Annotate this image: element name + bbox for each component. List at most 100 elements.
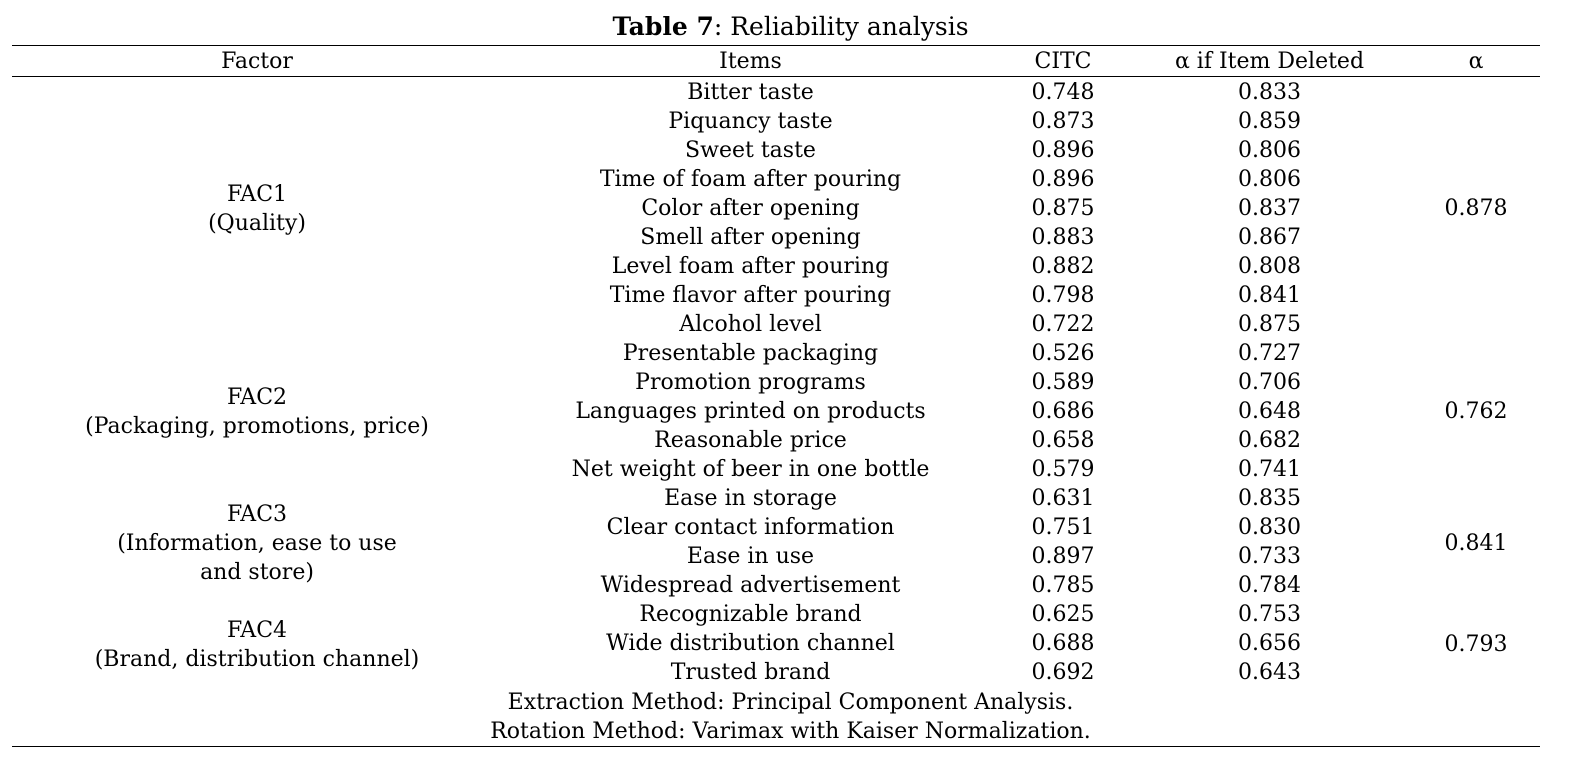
- alpha-fac4: 0.793: [1444, 632, 1508, 657]
- alpha-if-deleted-cell: 0.837: [1238, 196, 1301, 221]
- table-bottom-rule: [12, 746, 1540, 747]
- citc-cell: 0.875: [1031, 196, 1095, 221]
- factor-name: FAC4: [226, 618, 288, 643]
- item-cell: Widespread advertisement: [600, 573, 901, 598]
- item-cell: Wide distribution channel: [606, 631, 895, 656]
- header-factor: Factor: [221, 49, 293, 74]
- alpha-if-deleted-cell: 0.806: [1238, 138, 1301, 163]
- alpha-if-deleted-cell: 0.806: [1238, 167, 1301, 192]
- factor-name: FAC3: [226, 502, 288, 527]
- header-items: Items: [719, 49, 782, 74]
- alpha-if-deleted-cell: 0.727: [1238, 341, 1301, 366]
- table-row: Alcohol level 0.722 0.875: [0, 310, 1581, 339]
- item-cell: Smell after opening: [640, 225, 861, 250]
- alpha-if-deleted-cell: 0.656: [1238, 631, 1301, 656]
- item-cell: Clear contact information: [606, 515, 895, 540]
- alpha-if-deleted-cell: 0.867: [1238, 225, 1301, 250]
- citc-cell: 0.751: [1031, 515, 1095, 540]
- table-row: Languages printed on products 0.686 0.64…: [0, 397, 1581, 426]
- table-top-rule: [12, 45, 1540, 46]
- table-row: Sweet taste 0.896 0.806: [0, 136, 1581, 165]
- item-cell: Time of foam after pouring: [599, 167, 902, 192]
- alpha-if-deleted-cell: 0.648: [1238, 399, 1301, 424]
- citc-cell: 0.688: [1031, 631, 1095, 656]
- alpha-if-deleted-cell: 0.875: [1238, 312, 1301, 337]
- table-row: Recognizable brand 0.625 0.753: [0, 600, 1581, 629]
- citc-cell: 0.897: [1031, 544, 1095, 569]
- alpha-if-deleted-cell: 0.682: [1238, 428, 1301, 453]
- citc-cell: 0.873: [1031, 109, 1095, 134]
- item-cell: Presentable packaging: [622, 341, 879, 366]
- item-cell: Alcohol level: [679, 312, 822, 337]
- factor-description: and store): [200, 560, 314, 585]
- item-cell: Color after opening: [641, 196, 860, 221]
- item-cell: Trusted brand: [670, 660, 831, 685]
- table-row: Net weight of beer in one bottle 0.579 0…: [0, 455, 1581, 484]
- extraction-method-note: Extraction Method: Principal Component A…: [507, 690, 1074, 715]
- table-row: Reasonable price 0.658 0.682: [0, 426, 1581, 455]
- item-cell: Bitter taste: [687, 80, 814, 105]
- table-row: Color after opening 0.875 0.837: [0, 194, 1581, 223]
- table-row: Ease in storage 0.631 0.835: [0, 484, 1581, 513]
- table-row: Level foam after pouring 0.882 0.808: [0, 252, 1581, 281]
- citc-cell: 0.589: [1031, 370, 1095, 395]
- alpha-if-deleted-cell: 0.841: [1238, 283, 1301, 308]
- citc-cell: 0.896: [1031, 167, 1095, 192]
- alpha-if-deleted-cell: 0.808: [1238, 254, 1301, 279]
- citc-cell: 0.526: [1031, 341, 1095, 366]
- factor-fac3: FAC3 (Information, ease to use and store…: [12, 500, 502, 587]
- citc-cell: 0.748: [1031, 80, 1095, 105]
- item-cell: Promotion programs: [635, 370, 866, 395]
- header-citc: CITC: [1034, 49, 1092, 74]
- citc-cell: 0.896: [1031, 138, 1095, 163]
- alpha-if-deleted-cell: 0.784: [1238, 573, 1301, 598]
- citc-cell: 0.798: [1031, 283, 1095, 308]
- item-cell: Level foam after pouring: [611, 254, 890, 279]
- alpha-fac1: 0.878: [1444, 196, 1508, 221]
- table-caption-label: Table 7: [612, 12, 714, 41]
- citc-cell: 0.692: [1031, 660, 1095, 685]
- item-cell: Piquancy taste: [668, 109, 833, 134]
- citc-cell: 0.631: [1031, 486, 1095, 511]
- table-row: Piquancy taste 0.873 0.859: [0, 107, 1581, 136]
- citc-cell: 0.883: [1031, 225, 1095, 250]
- table-row: Bitter taste 0.748 0.833: [0, 78, 1581, 107]
- alpha-if-deleted-cell: 0.859: [1238, 109, 1301, 134]
- table-row: Smell after opening 0.883 0.867: [0, 223, 1581, 252]
- alpha-if-deleted-cell: 0.733: [1238, 544, 1301, 569]
- citc-cell: 0.625: [1031, 602, 1095, 627]
- table-row: Wide distribution channel 0.688 0.656: [0, 629, 1581, 658]
- item-cell: Ease in storage: [664, 486, 837, 511]
- table-notes: Extraction Method: Principal Component A…: [0, 688, 1581, 746]
- item-cell: Reasonable price: [654, 428, 847, 453]
- item-cell: Languages printed on products: [575, 399, 926, 424]
- item-cell: Recognizable brand: [639, 602, 862, 627]
- alpha-if-deleted-cell: 0.741: [1238, 457, 1301, 482]
- alpha-if-deleted-cell: 0.835: [1238, 486, 1301, 511]
- item-cell: Sweet taste: [685, 138, 816, 163]
- table-caption: Table 7: Reliability analysis: [0, 10, 1581, 44]
- factor-description: (Quality): [208, 211, 306, 236]
- factor-fac2: FAC2 (Packaging, promotions, price): [12, 383, 502, 441]
- citc-cell: 0.579: [1031, 457, 1095, 482]
- citc-cell: 0.686: [1031, 399, 1095, 424]
- citc-cell: 0.785: [1031, 573, 1095, 598]
- item-cell: Ease in use: [686, 544, 815, 569]
- citc-cell: 0.658: [1031, 428, 1095, 453]
- factor-fac4: FAC4 (Brand, distribution channel): [12, 616, 502, 674]
- alpha-fac3: 0.841: [1444, 531, 1508, 556]
- table-row: Promotion programs 0.589 0.706: [0, 368, 1581, 397]
- citc-cell: 0.722: [1031, 312, 1095, 337]
- item-cell: Net weight of beer in one bottle: [571, 457, 930, 482]
- factor-description: (Packaging, promotions, price): [85, 414, 429, 439]
- factor-description: (Brand, distribution channel): [94, 647, 420, 672]
- table-row: Time of foam after pouring 0.896 0.806: [0, 165, 1581, 194]
- table-header-rule: [12, 76, 1540, 77]
- alpha-if-deleted-cell: 0.833: [1238, 80, 1301, 105]
- alpha-if-deleted-cell: 0.830: [1238, 515, 1301, 540]
- rotation-method-note: Rotation Method: Varimax with Kaiser Nor…: [490, 719, 1091, 744]
- alpha-if-deleted-cell: 0.706: [1238, 370, 1301, 395]
- factor-fac1: FAC1 (Quality): [12, 180, 502, 238]
- table-row: Time flavor after pouring 0.798 0.841: [0, 281, 1581, 310]
